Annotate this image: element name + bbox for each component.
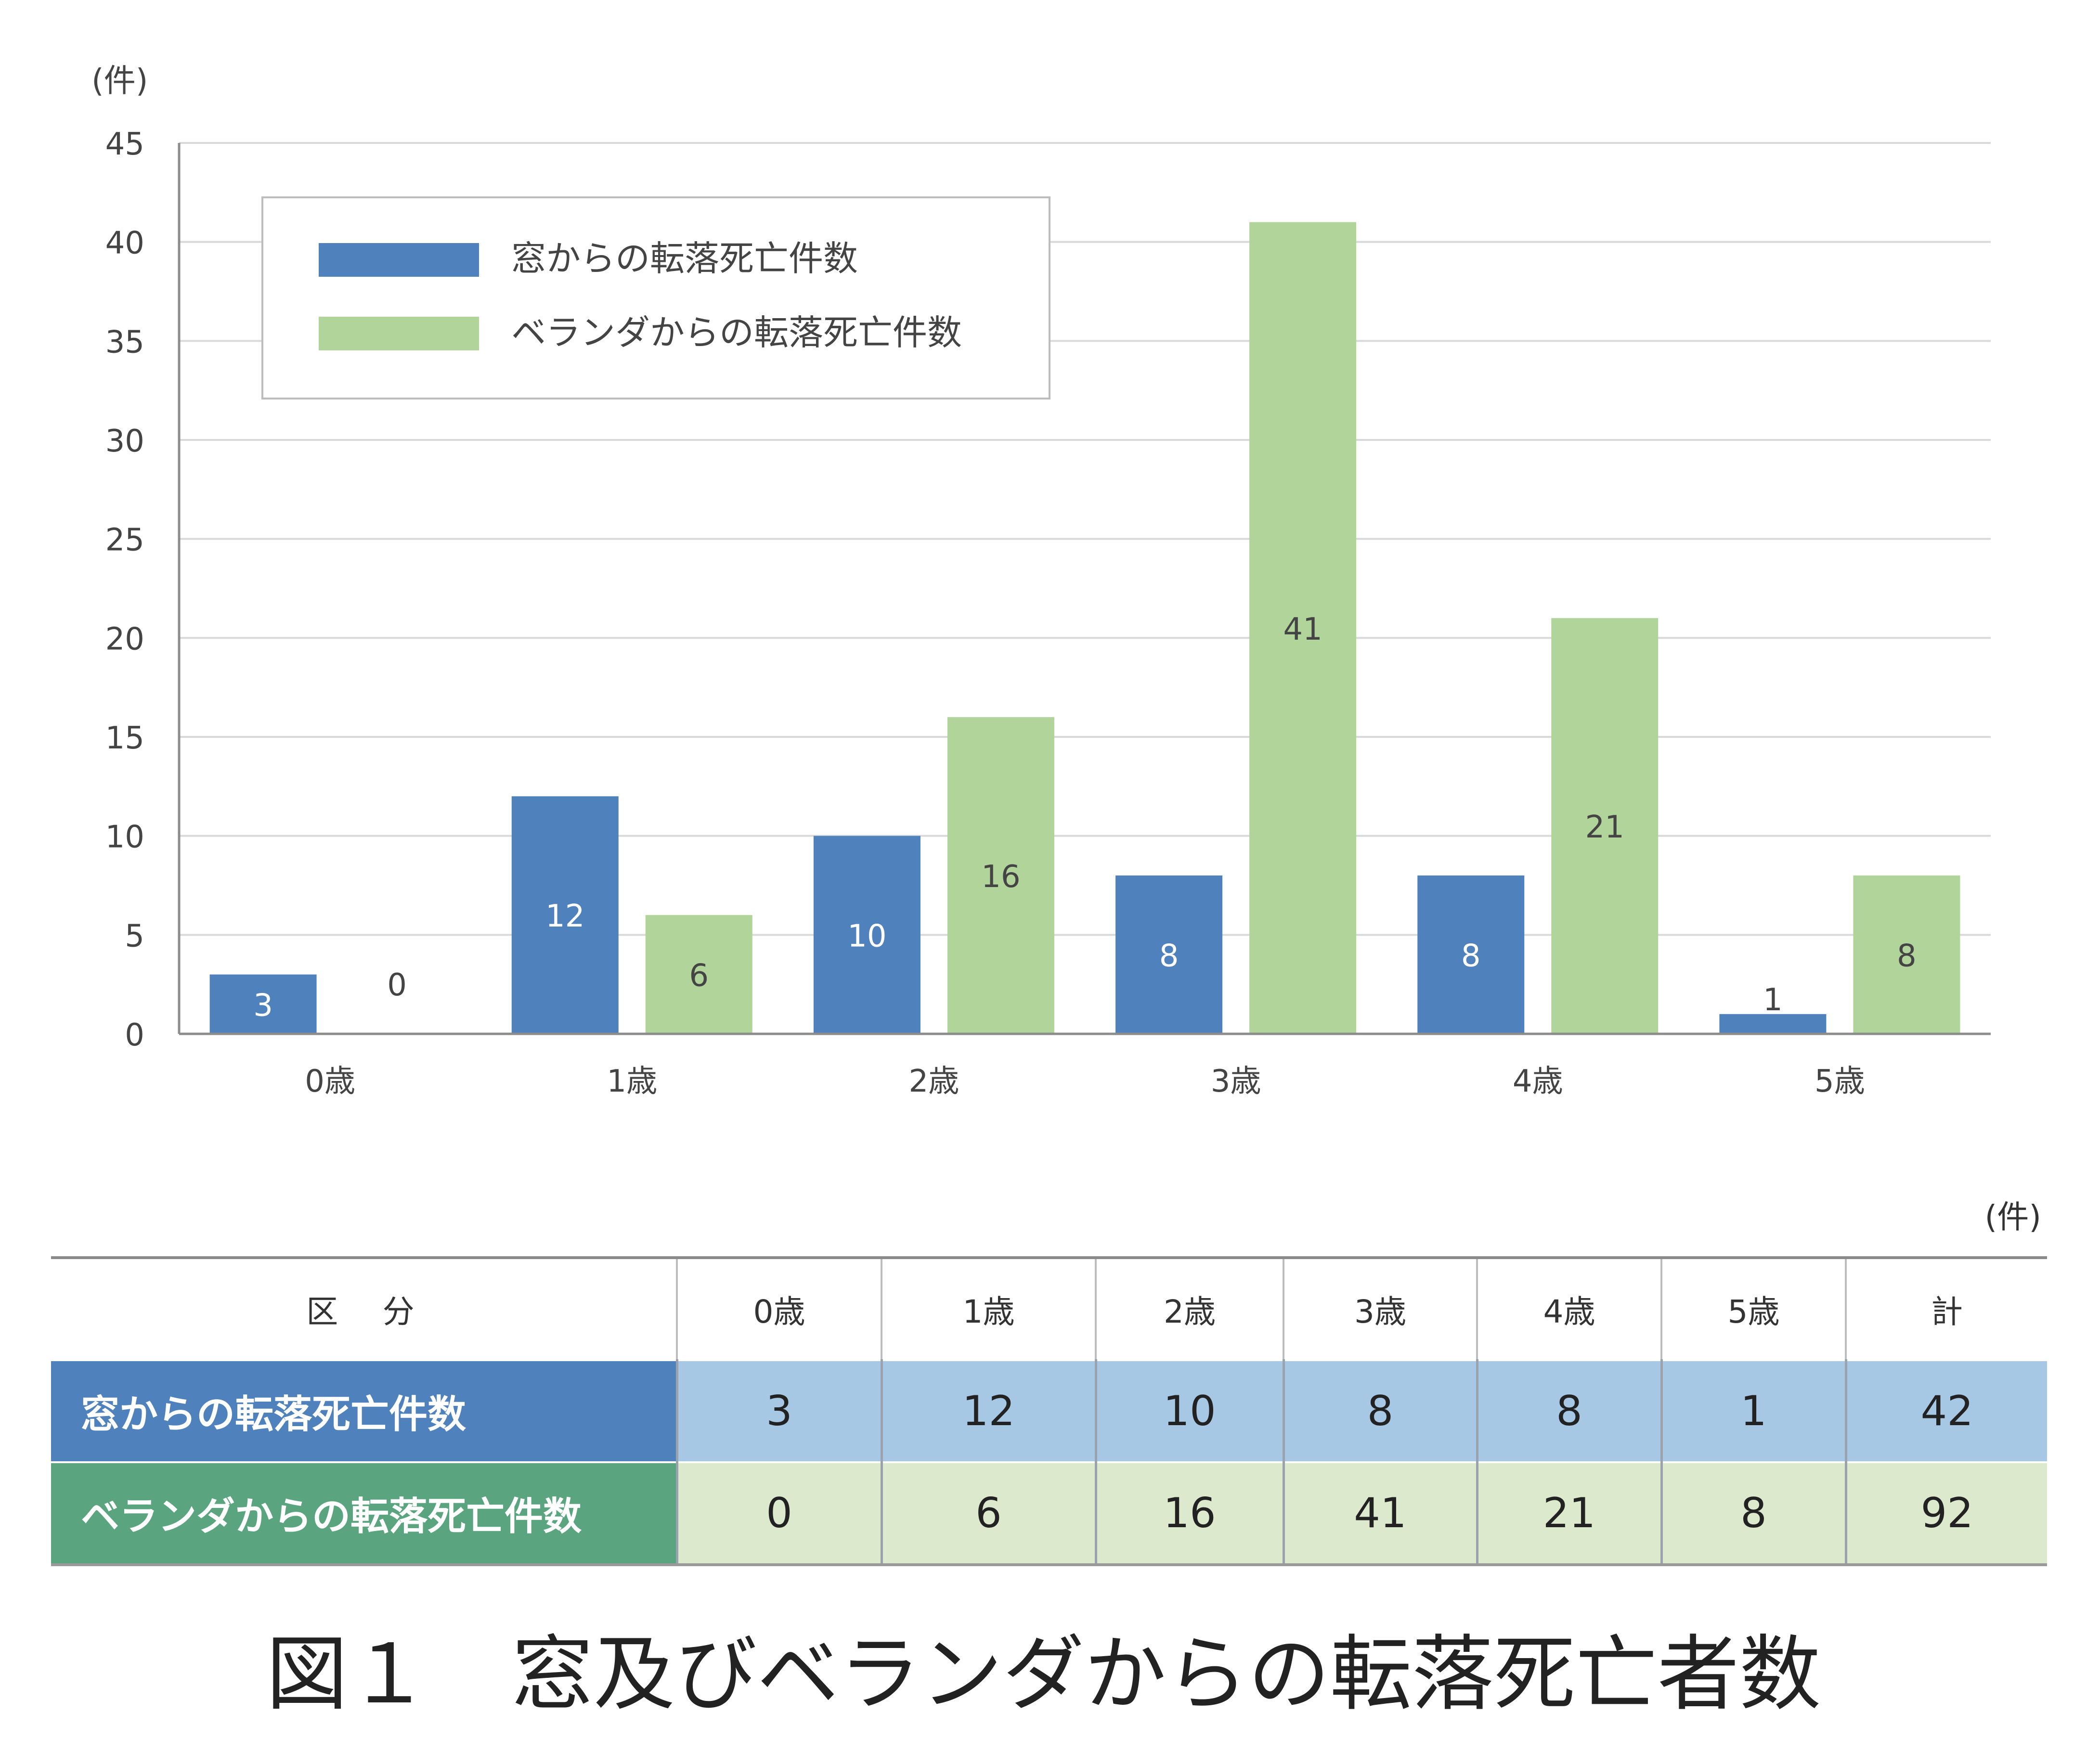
y-tick-label: 15 — [105, 721, 144, 756]
y-tick-label: 45 — [105, 127, 144, 162]
table-header-row: 区 分 0歳 1歳 2歳 3歳 4歳 5歳 計 — [51, 1256, 2047, 1360]
x-tick-label: 2歳 — [909, 1064, 959, 1099]
y-tick-label: 5 — [125, 918, 144, 954]
header-category: 区 分 — [51, 1256, 677, 1360]
header-age-2: 2歳 — [1095, 1256, 1283, 1360]
table-cell: 8 — [1660, 1461, 1846, 1566]
y-tick-label: 20 — [105, 621, 144, 657]
table-cell: 16 — [1094, 1461, 1283, 1566]
header-age-0: 0歳 — [676, 1256, 881, 1360]
header-age-5: 5歳 — [1660, 1256, 1846, 1360]
table-cell: 41 — [1282, 1461, 1477, 1566]
x-tick-label: 0歳 — [305, 1064, 355, 1099]
table-cell-total: 92 — [1844, 1461, 2047, 1566]
row-label-veranda: ベランダからの転落死亡件数 — [51, 1461, 677, 1566]
x-tick-label: 3歳 — [1211, 1064, 1261, 1099]
figure-caption: 図１ 窓及びベランダからの転落死亡者数 — [266, 1627, 1821, 1722]
table-cell: 21 — [1476, 1461, 1661, 1566]
legend-label-veranda: ベランダからの転落死亡件数 — [511, 312, 962, 353]
table-cell: 8 — [1476, 1359, 1661, 1462]
data-label: 16 — [981, 859, 1020, 895]
data-label: 21 — [1585, 810, 1624, 845]
y-tick-label: 0 — [125, 1017, 144, 1053]
header-total: 計 — [1845, 1256, 2047, 1360]
data-label: 0 — [387, 967, 407, 1003]
data-labels: 3 0 12 6 10 16 8 41 8 21 1 8 — [253, 612, 1917, 1024]
table-cell: 1 — [1660, 1359, 1846, 1462]
table-cell: 10 — [1094, 1359, 1283, 1462]
x-tick-label: 5歳 — [1815, 1064, 1865, 1099]
bar — [1417, 875, 1525, 1034]
y-tick-label: 25 — [105, 523, 144, 558]
bar — [1853, 875, 1960, 1034]
table-row-window: 窓からの転落死亡件数 3 12 10 8 8 1 42 — [51, 1359, 2047, 1462]
table-cell: 12 — [880, 1359, 1096, 1462]
table-cell: 3 — [675, 1359, 881, 1462]
y-tick-label: 35 — [105, 324, 144, 360]
y-tick-label: 30 — [105, 424, 144, 459]
data-label: 8 — [1159, 938, 1179, 974]
bar — [511, 796, 619, 1034]
y-axis-unit-label: (件) — [91, 62, 148, 99]
legend-box — [261, 196, 1050, 399]
data-label: 1 — [1763, 982, 1783, 1018]
bar — [813, 836, 920, 1034]
x-tick-label: 1歳 — [607, 1064, 657, 1099]
table-cell-total: 42 — [1844, 1359, 2047, 1462]
header-age-4: 4歳 — [1476, 1256, 1661, 1360]
bar — [947, 717, 1054, 1034]
y-tick-label: 40 — [105, 226, 144, 261]
data-label: 41 — [1283, 612, 1322, 647]
table-unit-label: (件) — [1984, 1198, 2042, 1236]
legend-label-window: 窓からの転落死亡件数 — [511, 238, 858, 279]
bar — [209, 974, 317, 1034]
data-label: 12 — [545, 899, 584, 934]
bar — [1719, 1014, 1827, 1034]
legend-swatch-veranda — [319, 317, 479, 350]
bar — [1551, 618, 1659, 1034]
data-label: 8 — [1897, 938, 1917, 974]
bar — [645, 915, 752, 1034]
table-cell: 0 — [675, 1461, 881, 1566]
bar — [1115, 875, 1223, 1034]
table-cell: 8 — [1282, 1359, 1477, 1462]
table-row-veranda: ベランダからの転落死亡件数 0 6 16 41 21 8 92 — [51, 1461, 2047, 1566]
data-label: 8 — [1461, 938, 1481, 974]
header-age-3: 3歳 — [1283, 1256, 1477, 1360]
row-label-window: 窓からの転落死亡件数 — [51, 1359, 677, 1462]
x-tick-label: 4歳 — [1513, 1064, 1563, 1099]
legend-swatch-window — [319, 243, 479, 277]
legend: 窓からの転落死亡件数 ベランダからの転落死亡件数 — [261, 196, 1050, 399]
data-table: 区 分 0歳 1歳 2歳 3歳 4歳 5歳 計 窓からの転落死亡件数 3 12 … — [51, 1256, 2047, 1566]
bar — [1249, 222, 1357, 1034]
data-label: 6 — [689, 958, 709, 994]
data-label: 3 — [253, 988, 273, 1023]
table-cell: 6 — [880, 1461, 1096, 1566]
header-age-1: 1歳 — [881, 1256, 1096, 1360]
bars — [209, 222, 1960, 1034]
y-tick-label: 10 — [105, 820, 144, 855]
data-label: 10 — [847, 918, 886, 954]
